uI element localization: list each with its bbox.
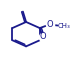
Text: CH₃: CH₃ xyxy=(58,23,71,28)
Text: O: O xyxy=(46,20,53,29)
Text: O: O xyxy=(40,32,46,41)
